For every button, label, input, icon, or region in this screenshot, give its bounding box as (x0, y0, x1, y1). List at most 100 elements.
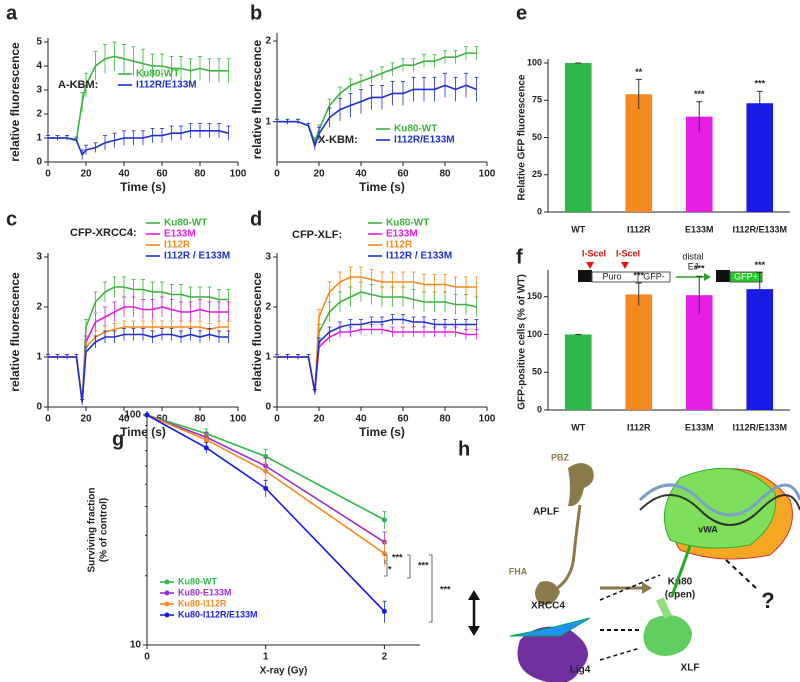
label: Ku80 (668, 577, 693, 588)
y-tick-label: 50 (532, 132, 542, 142)
y-axis-label: relative fluorescence (250, 39, 264, 159)
y-tick-label: 0 (265, 402, 271, 413)
arrow (725, 559, 757, 589)
series-line (277, 84, 477, 149)
x-tick-label: E133M (685, 224, 714, 234)
label: PBZ (551, 452, 570, 462)
label: (open) (665, 590, 696, 601)
y-tick-label: 50 (532, 367, 542, 377)
arrow (670, 545, 692, 597)
legend-label: Ku80-E133M (178, 587, 232, 597)
legend-marker (164, 612, 170, 618)
label: XLF (681, 663, 700, 674)
y-tick-label: 25 (532, 169, 542, 179)
y-tick-label: 1 (265, 116, 271, 127)
ku80 (663, 467, 777, 549)
aplf-fha (535, 581, 560, 605)
aplf-pbz (568, 463, 594, 507)
y-tick-label: 0 (36, 402, 42, 413)
series-line (48, 333, 229, 403)
x-tick-label: 100 (230, 169, 247, 180)
series-line (48, 326, 229, 403)
significance: *** (633, 270, 644, 280)
x-tick-label: 80 (439, 169, 451, 180)
x-tick-label: 20 (313, 414, 325, 425)
panel-letter: c (6, 208, 17, 230)
box-label: GFP+ (734, 271, 758, 281)
x-tick-label: 0 (45, 414, 51, 425)
x-axis-label: Time (s) (120, 180, 166, 194)
x-tick-label: 0 (45, 169, 51, 180)
legend-label: Ku80-I112R (178, 598, 227, 608)
site-marker (621, 262, 629, 269)
box-label: Puro (602, 271, 621, 281)
panel-letter: d (250, 208, 262, 230)
series-line (277, 291, 477, 393)
bar (685, 116, 713, 212)
bar (625, 94, 653, 212)
x-tick-label: E133M (685, 422, 714, 432)
y-axis-label: relative fluorescence (8, 272, 22, 392)
legend-label: E133M (386, 229, 418, 240)
aplf-linker (543, 504, 582, 597)
legend-marker (164, 579, 170, 585)
y-tick-label: 100 (527, 57, 542, 67)
legend-label: I112R (386, 240, 413, 251)
x-tick-label: 20 (313, 169, 325, 180)
xrcc4 (509, 617, 591, 637)
x-tick-label: 0 (274, 169, 280, 180)
x-tick-label: 20 (80, 414, 92, 425)
panel: d 0 1 2 3 0 20 40 60 80 100 Time (s) relative fluore… (250, 208, 496, 439)
annotation: A-KBM: (58, 79, 98, 91)
x-tick-label: 40 (355, 169, 367, 180)
legend-label: I112R/E133M (394, 135, 455, 146)
y-tick-label: 100 (124, 410, 141, 421)
box-label: GFP- (643, 271, 665, 281)
panel-letter: g (112, 428, 124, 450)
legend-label: Ku80-WT (178, 576, 217, 586)
y-tick-label: 150 (527, 291, 542, 301)
arrow-head (468, 590, 480, 600)
x-tick-label: WT (571, 422, 585, 432)
arrow-label: EJ (688, 261, 699, 271)
bar (746, 289, 774, 410)
significance: *** (392, 552, 403, 562)
significance: *** (754, 79, 765, 89)
series-line (146, 414, 385, 612)
x-tick-label: I112R (627, 422, 651, 432)
block (716, 270, 730, 282)
y-tick-label: 2 (265, 36, 271, 47)
dna (639, 494, 800, 526)
y-tick-label: 0 (537, 404, 542, 414)
x-tick-label: 80 (194, 414, 206, 425)
y-axis-label: (% of control) (99, 498, 110, 562)
y-tick-label: 1 (265, 352, 271, 363)
bar (685, 295, 713, 410)
panel-letter: e (516, 2, 527, 24)
legend-label: I112R/E133M (136, 80, 197, 91)
model-diagram: h PBZ APLF FHA vWA Ku80 (open) XRCC4 Lig… (458, 438, 800, 682)
series-line (48, 130, 229, 157)
legend-label: Ku80-WT (394, 124, 437, 135)
bar (625, 294, 653, 410)
y-tick-label: 0 (36, 157, 42, 168)
panel-letter: a (6, 2, 18, 24)
bracket (407, 554, 411, 579)
arrow-head (468, 626, 480, 636)
x-tick-label: 40 (118, 169, 130, 180)
significance: ** (635, 67, 643, 77)
x-tick-label: I112R/E133M (732, 224, 787, 234)
legend-label: I112R / E133M (164, 251, 230, 262)
legend-label: E133M (164, 229, 196, 240)
legend-marker (164, 590, 170, 596)
panel-letter: f (516, 246, 523, 268)
xlf (643, 615, 692, 656)
y-tick-label: 4 (36, 61, 42, 72)
xlf-helix (656, 597, 672, 619)
legend-label: Ku80-WT (164, 218, 207, 229)
x-tick-label: 20 (80, 169, 92, 180)
y-tick-label: 3 (36, 252, 42, 263)
y-tick-label: 2 (265, 302, 271, 313)
